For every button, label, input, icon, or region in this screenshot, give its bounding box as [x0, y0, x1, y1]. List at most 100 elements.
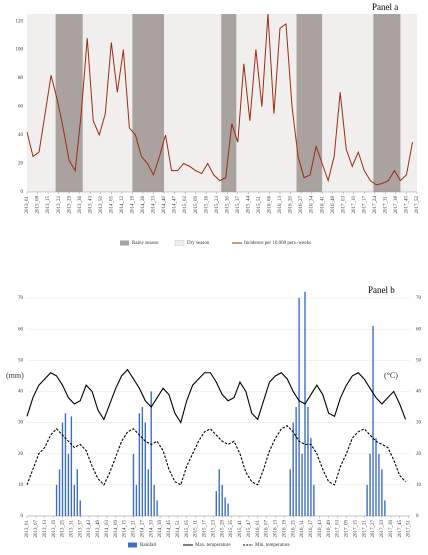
- x-tick-label: 2014_51: [176, 520, 181, 538]
- x-tick-label: 2013_31: [70, 520, 75, 538]
- x-tick-label: 2014_47: [173, 196, 178, 214]
- rain-bar: [150, 391, 152, 516]
- x-tick-label: 2016_06: [268, 196, 273, 214]
- x-tick-label: 2016_43: [318, 520, 323, 538]
- x-tick-label: 2016_19: [282, 520, 287, 538]
- rain-bar: [313, 484, 315, 516]
- y-tick-label: 80: [18, 76, 24, 81]
- rainy-season-band: [221, 14, 237, 192]
- x-tick-label: 2016_25: [291, 520, 296, 538]
- rain-bar: [372, 326, 374, 516]
- y-tick-label: 70: [18, 296, 24, 301]
- x-tick-label: 2013_36: [78, 196, 83, 214]
- y2-tick-label: 10: [416, 483, 422, 488]
- rain-bar: [307, 407, 309, 516]
- rainy-season-band: [296, 14, 323, 192]
- y-tick-label: 100: [16, 48, 24, 53]
- x-tick-label: 2017_03: [336, 520, 341, 538]
- y2-tick-label: 60: [416, 327, 422, 332]
- x-tick-label: 2014_03: [105, 520, 110, 538]
- x-tick-label: 2017_09: [345, 520, 350, 538]
- x-tick-label: 2016_48: [331, 196, 336, 214]
- legend-swatch: [120, 240, 129, 246]
- rain-bar: [135, 484, 138, 516]
- y2-tick-label: 20: [416, 452, 422, 457]
- y-tick-label: 50: [18, 358, 24, 363]
- rain-bar: [73, 484, 76, 516]
- x-tick-label: 2015_51: [257, 196, 262, 214]
- rain-bar: [144, 422, 147, 516]
- x-tick-label: 2013_50: [99, 196, 104, 214]
- rainy-season-band: [373, 14, 401, 192]
- panel-title: Panel a: [372, 2, 398, 12]
- x-tick-label: 2016_37: [309, 520, 314, 538]
- x-tick-label: 2017_27: [371, 520, 376, 538]
- legend-label: Rainfall: [140, 543, 157, 548]
- panel-title: Panel b: [368, 285, 395, 295]
- x-tick-label: 2014_19: [131, 196, 136, 214]
- x-tick-label: 2016_49: [327, 520, 332, 538]
- rain-bar: [156, 500, 158, 516]
- x-tick-label: 2016_31: [300, 520, 305, 538]
- rain-bar: [378, 453, 380, 516]
- rain-bar: [369, 453, 371, 516]
- x-tick-label: 2013_43: [88, 196, 93, 214]
- x-tick-label: 2014_26: [141, 196, 146, 214]
- x-tick-label: 2017_10: [352, 196, 357, 214]
- rain-bar: [384, 500, 386, 516]
- y2-axis-label: (°C): [384, 371, 398, 380]
- y2-tick-label: 30: [416, 421, 422, 426]
- series-line: [26, 13, 413, 186]
- x-tick-label: 2017_15: [353, 520, 358, 538]
- y-tick-label: 120: [16, 19, 24, 24]
- x-tick-label: 2016_34: [310, 196, 315, 214]
- legend-label: Min. temperature: [255, 543, 290, 548]
- x-tick-label: 2015_29: [220, 520, 225, 538]
- x-tick-label: 2013_19: [52, 520, 57, 538]
- legend-label: Rainy season: [132, 241, 159, 246]
- y-tick-label: 30: [18, 421, 24, 426]
- x-tick-label: 2013_07: [34, 520, 39, 538]
- x-tick-label: 2014_12: [120, 196, 125, 214]
- legend-label: Incidence per 10,000 pers.-weeks: [244, 241, 311, 246]
- x-tick-label: 2017_33: [380, 520, 385, 538]
- series-line: [26, 425, 406, 486]
- x-tick-label: 2015_17: [203, 520, 208, 538]
- y-tick-label: 40: [18, 390, 24, 395]
- x-tick-label: 2017_21: [362, 520, 367, 538]
- x-tick-label: 2017_51: [407, 520, 412, 538]
- x-tick-label: 2013_25: [61, 520, 66, 538]
- y-tick-label: 20: [18, 162, 24, 167]
- x-tick-label: 2017_31: [384, 196, 389, 214]
- rain-bar: [64, 413, 67, 516]
- legend-label: Dry season: [187, 241, 210, 246]
- y-axis-label: (mm): [6, 371, 24, 380]
- rain-bar: [310, 438, 312, 516]
- x-tick-label: 2015_41: [238, 520, 243, 538]
- rain-bar: [298, 298, 300, 516]
- x-tick-label: 2016_07: [265, 520, 270, 538]
- rain-bar: [79, 500, 81, 516]
- x-tick-label: 2015_23: [211, 520, 216, 538]
- x-tick-label: 2013_08: [36, 196, 41, 214]
- x-tick-label: 2017_45: [405, 196, 410, 214]
- rain-bar: [366, 484, 368, 516]
- x-tick-label: 2013_01: [25, 520, 30, 538]
- x-tick-label: 2013_01: [25, 196, 30, 214]
- x-tick-label: 2014_09: [114, 520, 119, 538]
- legend-swatch: [128, 542, 137, 548]
- x-tick-label: 2015_16: [204, 196, 209, 214]
- rainy-season-band: [132, 14, 165, 192]
- y-tick-label: 60: [18, 105, 24, 110]
- x-tick-label: 2013_37: [78, 520, 83, 538]
- x-tick-label: 2017_45: [398, 520, 403, 538]
- rain-bar: [381, 469, 383, 516]
- x-tick-label: 2017_24: [373, 196, 378, 214]
- x-tick-label: 2013_43: [87, 520, 92, 538]
- x-tick-label: 2015_47: [247, 520, 252, 538]
- y-tick-label: 40: [18, 133, 24, 138]
- x-tick-label: 2014_45: [167, 520, 172, 538]
- legend-swatch: [174, 240, 185, 246]
- x-tick-label: 2014_33: [149, 520, 154, 538]
